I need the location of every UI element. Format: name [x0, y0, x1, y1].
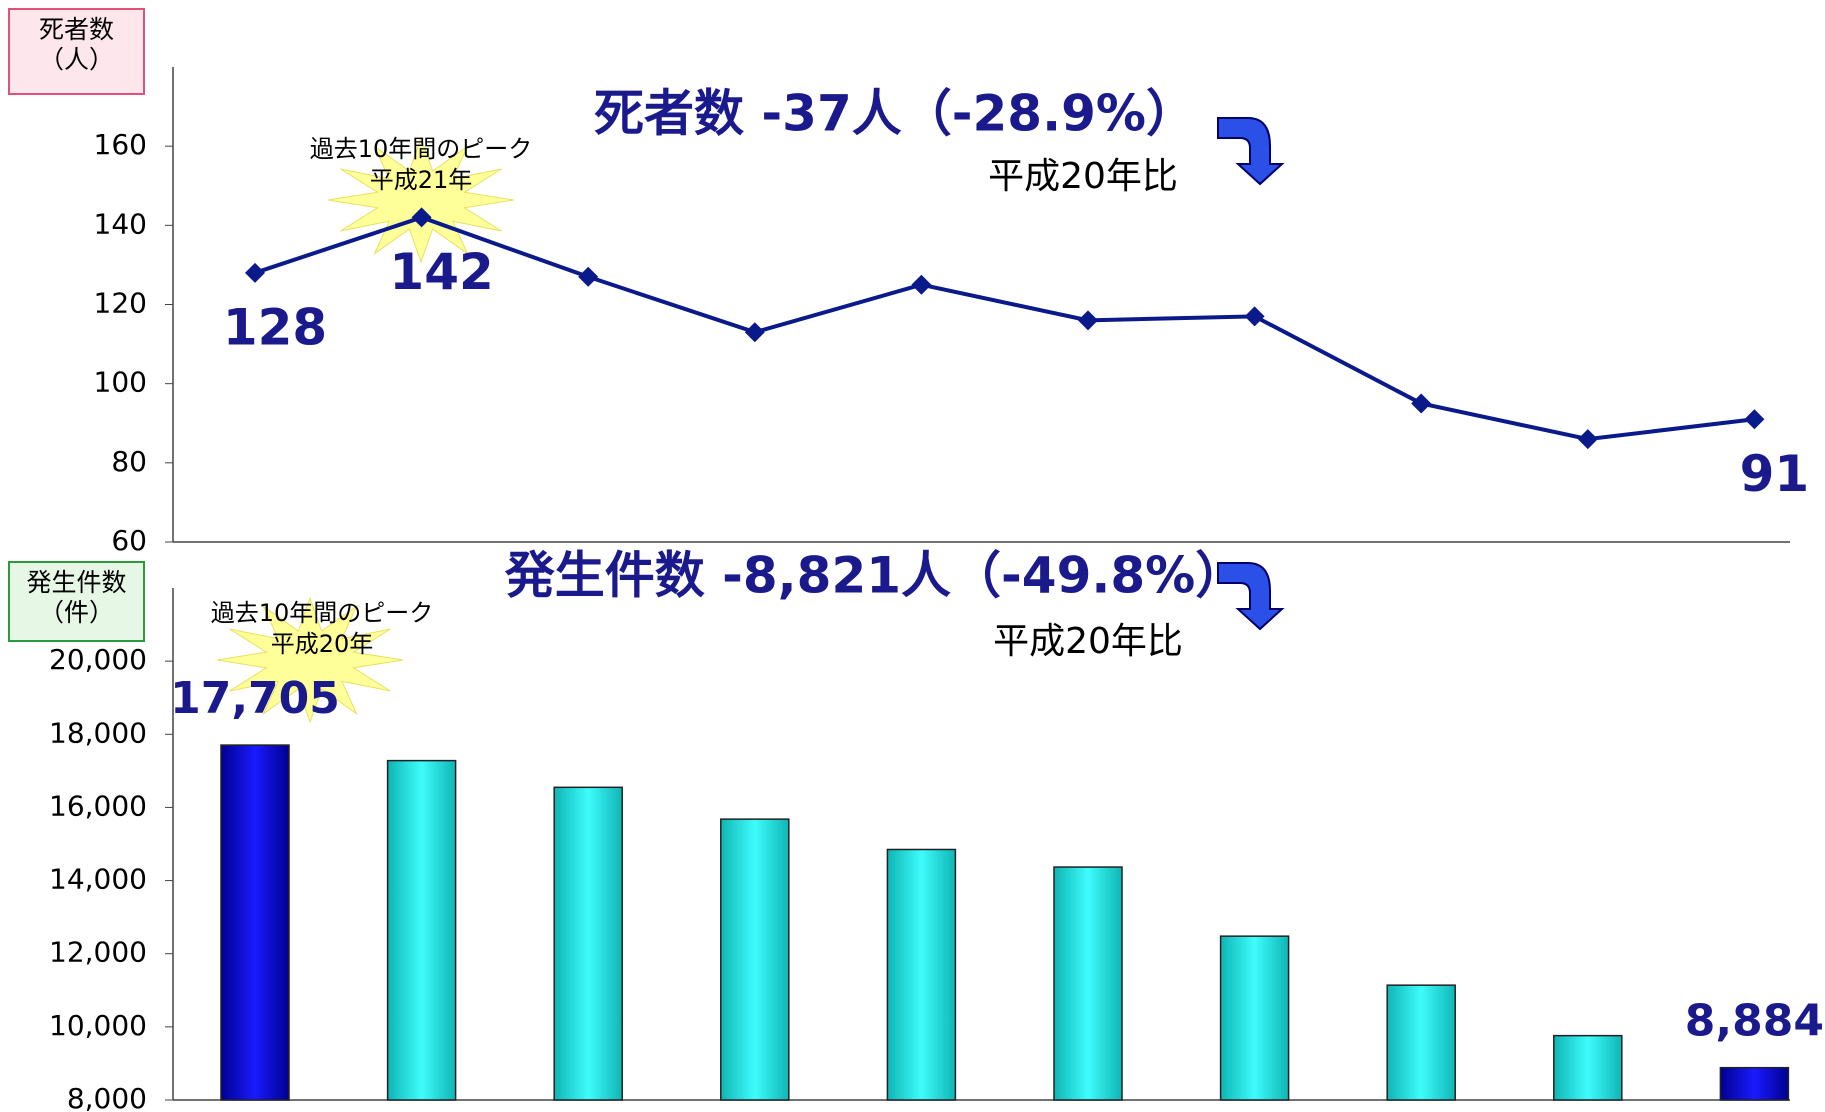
marker	[1244, 306, 1265, 327]
y-tick-label: 12,000	[49, 936, 147, 969]
y-tick-label: 14,000	[49, 863, 147, 896]
bar	[1553, 1034, 1623, 1101]
y-tick-label: 60	[111, 524, 147, 557]
bar	[1053, 866, 1123, 1101]
y-tick-label: 80	[111, 445, 147, 478]
bar	[1219, 935, 1290, 1101]
data-label: 128	[223, 298, 327, 356]
bar	[220, 744, 290, 1101]
bar	[1386, 984, 1456, 1101]
marker	[911, 274, 932, 295]
chart-subtitle: 平成20年比	[993, 621, 1183, 662]
marker	[1411, 393, 1432, 414]
data-label: 17,705	[170, 673, 340, 724]
y-tick-label: 20,000	[49, 643, 147, 676]
marker	[1078, 310, 1098, 331]
down-arrow	[1217, 562, 1285, 631]
bar	[1719, 1066, 1790, 1101]
chart-title: 発生件数 -8,821人（-49.8%）	[505, 547, 1246, 605]
peak-burst	[327, 136, 515, 264]
data-label: 91	[1740, 445, 1810, 503]
marker	[744, 322, 765, 343]
marker	[411, 207, 432, 228]
peak-note: 平成20年	[271, 630, 374, 658]
y-tick-label: 100	[94, 366, 147, 399]
y-tick-label: 16,000	[49, 789, 147, 822]
chart-subtitle: 平成20年比	[988, 156, 1178, 197]
marker	[578, 266, 599, 287]
y-axis-label: 死者数	[39, 15, 114, 44]
peak-note: 平成21年	[370, 166, 473, 194]
y-tick-label: 8,000	[67, 1082, 147, 1112]
down-arrow	[1217, 117, 1285, 186]
y-tick-label: 160	[94, 128, 147, 161]
marker	[1577, 429, 1598, 450]
peak-note: 過去10年間のピーク	[211, 599, 434, 627]
y-tick-label: 140	[94, 207, 147, 240]
data-label: 8,884	[1685, 996, 1824, 1047]
bar	[720, 818, 790, 1101]
y-tick-label: 18,000	[49, 716, 147, 749]
y-label-box	[8, 8, 145, 95]
bar	[386, 759, 457, 1101]
y-label-box	[8, 561, 145, 642]
marker	[245, 262, 265, 283]
chart-title: 死者数 -37人（-28.9%）	[594, 85, 1196, 143]
bar	[886, 848, 957, 1101]
peak-burst	[216, 596, 404, 724]
peak-note: 過去10年間のピーク	[310, 135, 533, 163]
y-tick-label: 10,000	[49, 1009, 147, 1042]
bar	[553, 786, 623, 1101]
y-axis-label: （件）	[39, 598, 114, 627]
marker	[1744, 409, 1765, 430]
data-label: 142	[389, 243, 493, 301]
y-tick-label: 120	[94, 287, 147, 320]
line	[254, 215, 1755, 442]
y-axis-label: 発生件数	[26, 568, 126, 597]
y-axis-label: （人）	[39, 45, 114, 74]
